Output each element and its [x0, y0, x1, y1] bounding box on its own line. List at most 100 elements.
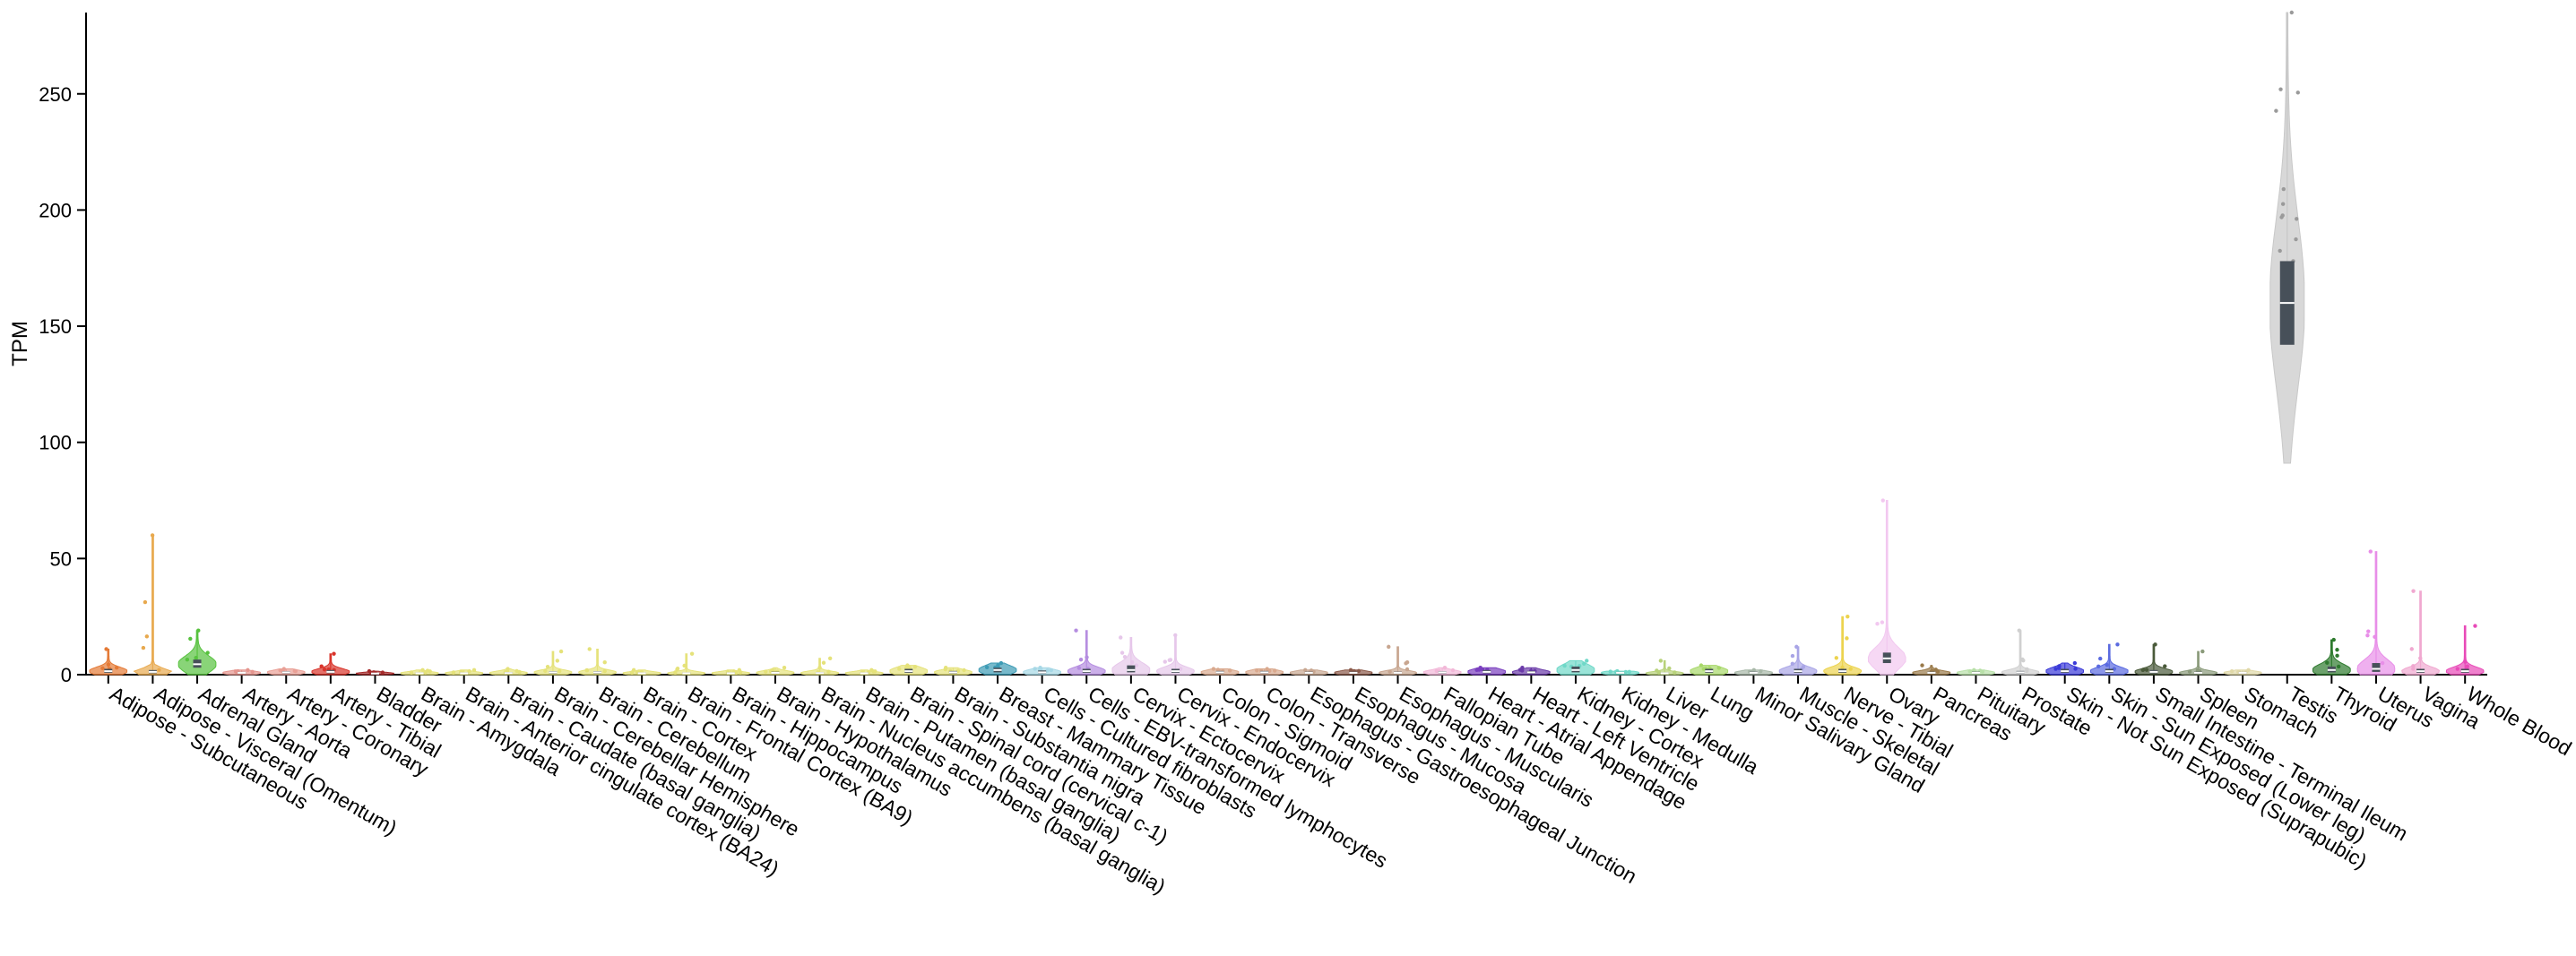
outlier-point	[2187, 669, 2192, 674]
outlier-point	[602, 668, 607, 674]
outlier-point	[250, 669, 255, 675]
outlier-point	[873, 669, 877, 674]
outlier-point	[1134, 663, 1139, 667]
outlier-point	[869, 667, 874, 673]
outlier-point	[689, 651, 695, 656]
outlier-point	[2073, 667, 2078, 671]
outlier-point	[2053, 667, 2058, 671]
outlier-point	[1608, 669, 1612, 674]
outlier-point	[2278, 248, 2282, 254]
outlier-point	[157, 667, 161, 673]
outlier-point	[1450, 667, 1456, 673]
outlier-point	[1303, 667, 1308, 673]
outlier-point	[673, 670, 678, 675]
outlier-point	[2366, 629, 2371, 633]
outlier-point	[2279, 215, 2284, 220]
outlier-point	[322, 667, 327, 672]
outlier-point	[2163, 664, 2167, 668]
outlier-point	[821, 660, 826, 665]
outlier-point	[587, 647, 592, 651]
outlier-point	[1716, 666, 1721, 670]
outlier-point	[1049, 667, 1053, 673]
outlier-point	[682, 663, 687, 668]
outlier-point	[1790, 661, 1795, 666]
y-tick-label: 200	[39, 199, 72, 221]
outlier-point	[905, 663, 910, 667]
outlier-point	[100, 666, 105, 671]
outlier-point	[2295, 217, 2299, 221]
outlier-point	[1265, 667, 1269, 671]
outlier-point	[2072, 660, 2078, 666]
outlier-point	[1211, 667, 1216, 671]
outlier-point	[1933, 667, 1939, 672]
outlier-point	[2021, 658, 2026, 663]
outlier-point	[143, 599, 148, 605]
outlier-point	[545, 664, 550, 669]
outlier-point	[1122, 654, 1128, 659]
outlier-point	[2280, 202, 2286, 206]
outlier-point	[2017, 628, 2021, 633]
outlier-point	[1582, 661, 1586, 667]
outlier-point	[1673, 670, 1677, 675]
outlier-point	[1167, 658, 1172, 662]
outlier-point	[1478, 666, 1482, 670]
outlier-point	[104, 647, 108, 651]
outlier-point	[2115, 642, 2120, 647]
outlier-point	[2463, 659, 2468, 664]
outlier-point	[943, 666, 948, 670]
outlier-point	[1076, 666, 1082, 670]
outlier-point	[1255, 668, 1259, 673]
outlier-point	[2380, 660, 2385, 666]
outlier-point	[1623, 669, 1629, 675]
outlier-point	[1074, 628, 1078, 633]
outlier-point	[1562, 663, 1567, 668]
outlier-point	[1667, 666, 1672, 671]
outlier-point	[1405, 667, 1410, 672]
outlier-point	[1119, 650, 1125, 655]
outlier-point	[1759, 669, 1763, 674]
iqr-box	[2372, 663, 2381, 672]
outlier-point	[2278, 87, 2283, 91]
outlier-point	[2289, 10, 2295, 15]
outlier-point	[1880, 620, 1885, 624]
outlier-point	[602, 659, 607, 665]
outlier-point	[1404, 661, 1408, 666]
outlier-point	[506, 667, 510, 671]
outlier-point	[1173, 633, 1178, 638]
outlier-point	[106, 662, 111, 667]
outlier-point	[2409, 647, 2414, 651]
outlier-point	[141, 645, 146, 650]
outlier-point	[2098, 656, 2103, 661]
outlier-point	[1656, 670, 1662, 675]
outlier-point	[1845, 636, 1849, 641]
outlier-point	[451, 670, 456, 675]
outlier-point	[584, 667, 589, 673]
outlier-point	[2295, 90, 2300, 95]
outlier-point	[1627, 669, 1632, 674]
outlier-point	[998, 660, 1004, 666]
x-category-label: Lung	[1707, 682, 1758, 725]
outlier-point	[1585, 659, 1589, 663]
outlier-point	[737, 667, 742, 673]
iqr-box	[1127, 665, 1136, 673]
outlier-point	[188, 636, 193, 642]
outlier-point	[467, 668, 471, 674]
outlier-point	[1972, 667, 1976, 673]
outlier-point	[2200, 649, 2205, 654]
outlier-point	[631, 667, 636, 673]
outlier-point	[827, 656, 833, 661]
outlier-point	[2335, 648, 2339, 652]
outlier-point	[897, 667, 902, 671]
outlier-point	[1848, 667, 1853, 671]
x-category-label: Whole Blood	[2463, 682, 2576, 761]
y-tick-label: 100	[39, 432, 72, 454]
outlier-point	[332, 651, 336, 656]
outlier-point	[1356, 668, 1361, 674]
outlier-point	[1078, 657, 1084, 662]
outlier-point	[1129, 659, 1135, 665]
outlier-point	[2473, 624, 2477, 628]
outlier-point	[514, 668, 519, 674]
outlier-point	[2331, 637, 2336, 642]
outlier-point	[1178, 667, 1183, 671]
